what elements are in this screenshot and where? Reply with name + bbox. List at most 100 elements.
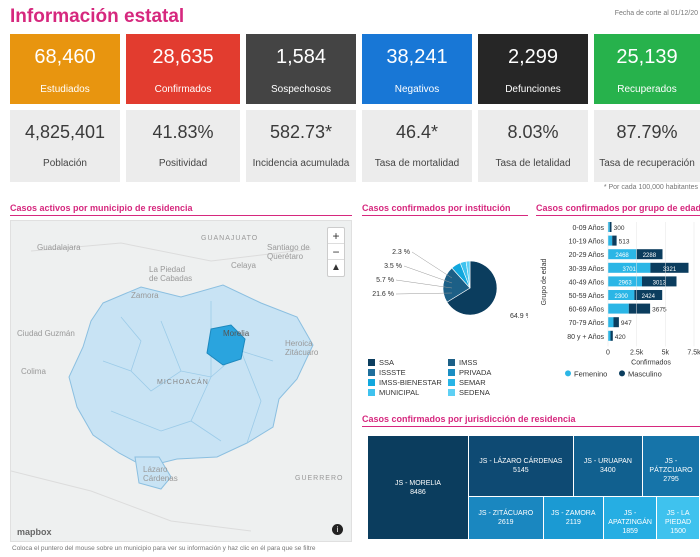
age-bar-chart[interactable]: Grupo de edad 0-09 Años 300 10-19 Años 513 20… (536, 218, 700, 408)
kpi-estudiados: 68,460 Estudiados (10, 34, 120, 104)
institution-pie-chart[interactable]: 2.3 % 3.5 % 5.7 % 21.6 % 64.9 % (362, 220, 528, 350)
age-bar-female[interactable] (608, 330, 611, 341)
zoom-in-button[interactable]: + (328, 228, 344, 244)
treemap-cell[interactable]: JS - ZAMORA 2119 (543, 496, 604, 539)
treemap-cell[interactable]: JS - LÁZARO CÁRDENAS 5145 (468, 436, 573, 496)
age-bar-female[interactable] (608, 303, 629, 314)
legend-municipal[interactable]: MUNICIPAL (368, 388, 419, 397)
legend-ssa[interactable]: SSA (368, 358, 394, 367)
treemap-cell-value: 1859 (622, 528, 638, 536)
age-category-label: 50-59 Años (569, 293, 605, 300)
kpi-label: Estudiados (40, 84, 90, 95)
pie-slice[interactable] (465, 260, 471, 289)
stat-label: Incidencia acumulada (252, 158, 350, 169)
legend-privada[interactable]: PRIVADA (448, 368, 491, 377)
pie-slice-label: 21.6 % (372, 291, 394, 298)
jurisdiction-section-title: Casos confirmados por jurisdicción de re… (362, 414, 700, 427)
map-canvas[interactable] (11, 221, 352, 542)
treemap-cell[interactable]: JS - MORELIA 8486 (368, 436, 468, 539)
treemap-cell[interactable]: JS - URUAPAN 3400 (573, 436, 642, 496)
treemap-cell-label: JS - PÁTZCUARO (649, 458, 693, 475)
age-bar-female[interactable] (608, 276, 642, 287)
treemap-cell-label: JS - LA PIEDAD (665, 510, 692, 527)
age-category-label: 60-69 Años (569, 307, 605, 314)
legend-label: IMSS (459, 358, 478, 367)
morelia-municipality[interactable] (206, 324, 246, 366)
age-bar-label-female: 2300 (615, 294, 629, 300)
age-bar-male[interactable] (610, 330, 613, 341)
treemap-cell[interactable]: JS - LA PIEDAD 1500 (657, 496, 699, 539)
age-bar-label-female: 3701 (623, 267, 637, 273)
age-bar-male[interactable] (636, 249, 663, 260)
kpi-value: 1,584 (275, 46, 327, 68)
age-bar-female[interactable] (608, 317, 614, 328)
kpi-label: Recuperados (617, 84, 677, 95)
stat-letalidad: 8.03% Tasa de letalidad (478, 110, 588, 182)
zoom-out-button[interactable]: − (328, 244, 344, 260)
municipality-borders (102, 301, 274, 444)
compass-button[interactable]: ▲ (331, 262, 341, 273)
legend-swatch (448, 369, 455, 376)
age-bar-male[interactable] (628, 303, 651, 314)
pie-slice[interactable] (446, 260, 498, 316)
age-category-label: 70-79 Años (569, 320, 605, 327)
age-bar-female[interactable] (608, 235, 613, 246)
kpi-defunciones: 2,299 Defunciones (478, 34, 588, 104)
map-road (11, 470, 252, 532)
age-bar-label-female: 2468 (615, 253, 629, 259)
map-label-piedad: La Piedad (149, 265, 186, 274)
age-bar-male[interactable] (609, 222, 612, 232)
jurisdiction-treemap[interactable]: JS - MORELIA 8486 JS - LÁZARO CÁRDENAS 5145… (368, 436, 700, 540)
age-bar-female[interactable] (608, 249, 637, 260)
map-section-title: Casos activos por municipio de residenci… (10, 203, 352, 216)
legend-imss[interactable]: IMSS (448, 358, 477, 367)
map-label-guanajuato: GUANAJUATO (201, 235, 259, 242)
legend-label: PRIVADA (459, 368, 492, 377)
age-tick-label: 0 (606, 349, 610, 356)
age-category-label: 80 y + Años (567, 334, 604, 341)
kpi-value: 25,139 (616, 46, 678, 68)
stat-label: Tasa de letalidad (495, 158, 571, 169)
age-bar-male[interactable] (634, 290, 663, 300)
info-icon[interactable]: i (332, 524, 343, 535)
age-bar-male[interactable] (650, 262, 689, 273)
age-bar-label-female: 2963 (618, 280, 632, 286)
legend-imss-bienestar[interactable]: IMSS-BIENESTAR (368, 378, 442, 387)
treemap-cell[interactable]: JS - ZITÁCUARO 2619 (468, 496, 543, 539)
map-label-heroica: Heroica (285, 339, 313, 348)
kpi-confirmados: 28,635 Confirmados (126, 34, 240, 104)
age-category-label: 10-19 Años (569, 239, 605, 246)
legend-label: SSA (379, 358, 395, 367)
mapbox-logo[interactable]: mapbox (17, 527, 52, 537)
age-bar-female[interactable] (608, 262, 651, 273)
legend-issste[interactable]: ISSSTE (368, 368, 406, 377)
map-label-cardenas: Cárdenas (143, 474, 178, 483)
age-bar-male[interactable] (642, 276, 677, 287)
legend-label: MUNICIPAL (379, 388, 420, 397)
legend-female-label[interactable]: Femenino (574, 369, 607, 378)
age-category-label: 30-39 Años (569, 266, 605, 273)
stat-label: Tasa de mortalidad (374, 158, 460, 169)
stat-value: 41.83% (152, 122, 214, 142)
legend-male-label[interactable]: Masculino (628, 369, 662, 378)
map-label-morelia: Morelia (223, 329, 250, 338)
page-title: Información estatal (10, 6, 185, 27)
kpi-negativos: 38,241 Negativos (362, 34, 472, 104)
stat-positividad: 41.83% Positividad (126, 110, 240, 182)
legend-swatch (368, 369, 375, 376)
legend-semar[interactable]: SEMAR (448, 378, 486, 387)
legend-swatch (368, 359, 375, 366)
treemap-cell[interactable]: JS - PÁTZCUARO 2795 (643, 436, 699, 496)
municipality-map[interactable]: Guadalajara GUANAJUATO Santiago de Queré… (10, 220, 352, 542)
age-bar-female[interactable] (608, 290, 635, 300)
treemap-cell[interactable]: JS - APATZINGÁN 1859 (604, 496, 657, 539)
age-bar-male[interactable] (613, 317, 619, 328)
legend-label: ISSSTE (379, 368, 406, 377)
treemap-cell-value: 2619 (498, 519, 514, 527)
map-label-guerrero: GUERRERO (295, 475, 344, 482)
legend-sedena[interactable]: SEDENA (448, 388, 490, 397)
age-bar-male[interactable] (612, 235, 617, 246)
treemap-cell-label: JS - LÁZARO CÁRDENAS (479, 458, 563, 466)
age-bar-female[interactable] (608, 222, 610, 232)
map-label-celaya: Celaya (231, 261, 256, 270)
